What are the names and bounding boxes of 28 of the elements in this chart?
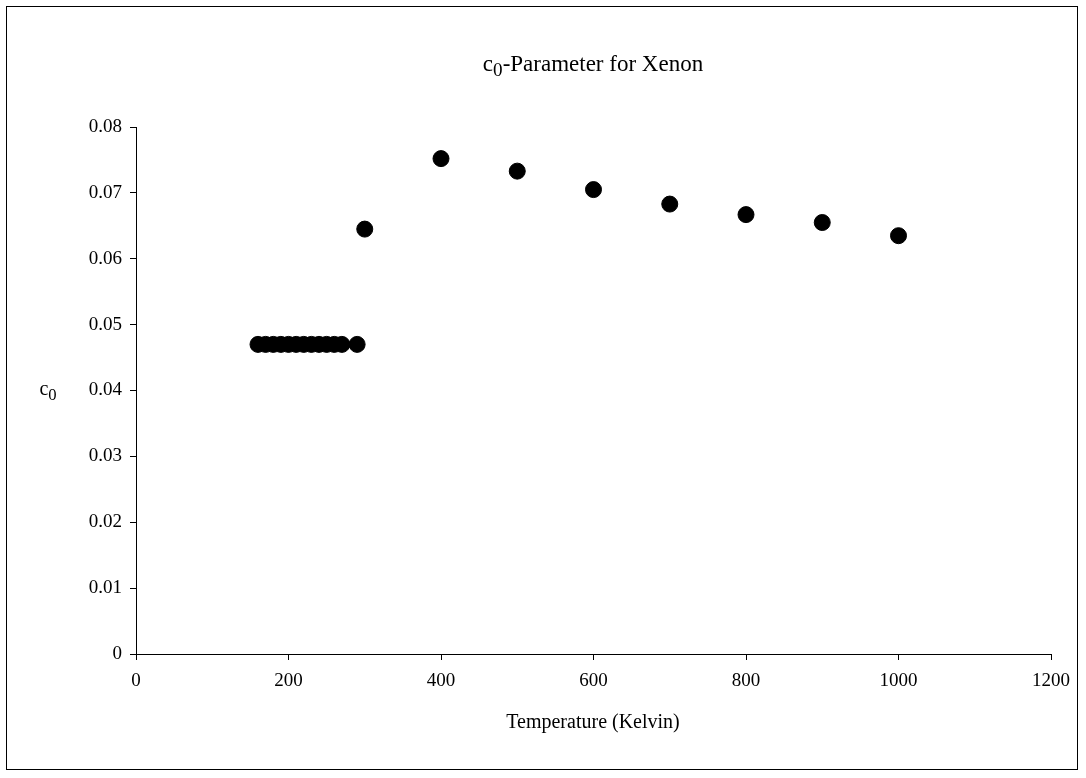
y-tick-label: 0.04	[88, 378, 123, 400]
point	[813, 214, 831, 232]
y-tick-label: 0.05	[88, 312, 122, 334]
y-tick-label: 0.08	[88, 114, 122, 136]
point	[508, 162, 526, 180]
y-tick-label: 0.01	[88, 576, 122, 598]
point	[432, 150, 450, 168]
x-axis-title: Temperature (Kelvin)	[506, 709, 680, 733]
point	[737, 206, 755, 224]
point	[661, 195, 679, 213]
x-tick-label: 200	[274, 669, 303, 691]
point	[585, 181, 602, 199]
x-tick-label: 800	[731, 669, 761, 691]
point	[890, 227, 907, 245]
y-tick-label: 0.03	[88, 444, 122, 466]
y-tick-label: 0	[112, 641, 122, 663]
x-tick-label: 0	[131, 669, 141, 691]
point	[348, 335, 366, 353]
y-tick-label: 0.06	[88, 246, 122, 268]
x-tick-label: 1200	[1032, 669, 1070, 691]
y-tick-label: 0.07	[88, 180, 122, 202]
x-tick-label: 1000	[879, 669, 918, 691]
x-tick-label: 600	[579, 669, 608, 691]
y-axis-title: c$_{0}$	[39, 377, 57, 405]
x-tick-label: 400	[426, 669, 456, 691]
point	[356, 220, 374, 238]
chart-title: c$_{0}$-Parameter for Xenon	[482, 50, 704, 82]
y-tick-label: 0.02	[88, 510, 122, 532]
